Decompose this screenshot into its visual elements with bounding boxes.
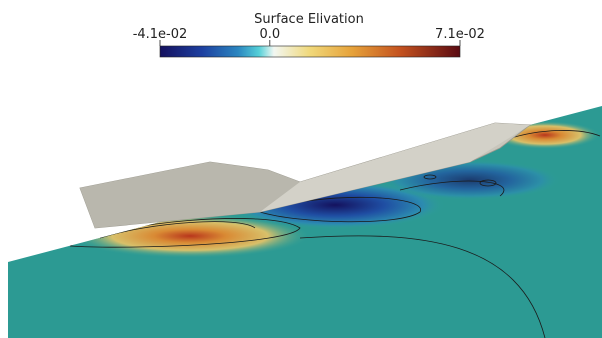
tick-label: 7.1e-02 (435, 27, 485, 42)
color-bar (160, 46, 460, 57)
legend-title: Surface Elivation (254, 12, 364, 27)
render-view: Surface Elivation -4.1e-02 0.0 7.1e-02 (0, 0, 602, 338)
tick-label: -4.1e-02 (133, 27, 188, 42)
tick-label: 0.0 (259, 27, 280, 42)
color-legend: Surface Elivation -4.1e-02 0.0 7.1e-02 (133, 12, 485, 57)
